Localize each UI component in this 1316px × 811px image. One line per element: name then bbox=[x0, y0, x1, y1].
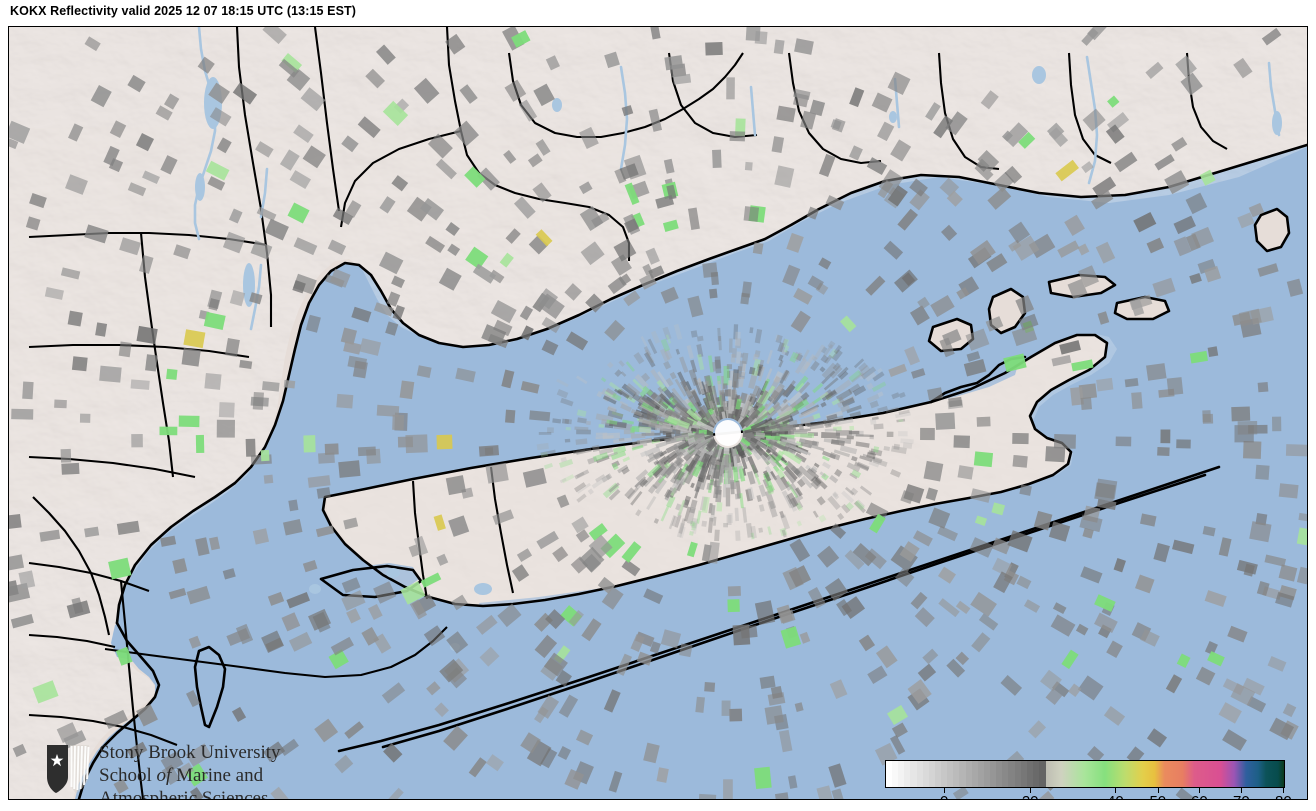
radar-reflectivity-layer bbox=[9, 27, 1307, 799]
radar-bins bbox=[9, 27, 1307, 799]
colorbar-tick bbox=[1241, 788, 1243, 793]
colorbar-tick-label: 60 bbox=[1191, 793, 1208, 799]
map-frame[interactable]: Stony Brook University School of Marine … bbox=[8, 26, 1308, 800]
cone-of-silence bbox=[715, 420, 741, 446]
colorbar-tick-label: 20 bbox=[1022, 793, 1039, 799]
basemap-layer bbox=[9, 27, 1307, 799]
county-boundaries bbox=[28, 27, 1228, 799]
map-canvas[interactable]: Stony Brook University School of Marine … bbox=[9, 27, 1307, 799]
colorbar-tick bbox=[1283, 788, 1285, 793]
colorbar-tick bbox=[1157, 788, 1159, 793]
colorbar-tick-label: 70 bbox=[1233, 793, 1250, 799]
radar-clutter-spikes bbox=[536, 323, 914, 542]
colorbar-tick bbox=[1030, 788, 1032, 793]
colorbar[interactable]: 0 20 40 50 60 70 80 bbox=[885, 760, 1292, 799]
colorbar-gradient[interactable] bbox=[885, 760, 1285, 788]
colorbar-tick-label: 80 bbox=[1275, 793, 1292, 799]
colorbar-tick bbox=[1199, 788, 1201, 793]
colorbar-tick bbox=[944, 788, 946, 793]
colorbar-tick bbox=[1115, 788, 1117, 793]
colorbar-tick-label: 40 bbox=[1107, 793, 1124, 799]
page-title: KOKX Reflectivity valid 2025 12 07 18:15… bbox=[10, 4, 357, 18]
colorbar-tick-label: 50 bbox=[1149, 793, 1166, 799]
colorbar-tick-label: 0 bbox=[940, 793, 948, 799]
